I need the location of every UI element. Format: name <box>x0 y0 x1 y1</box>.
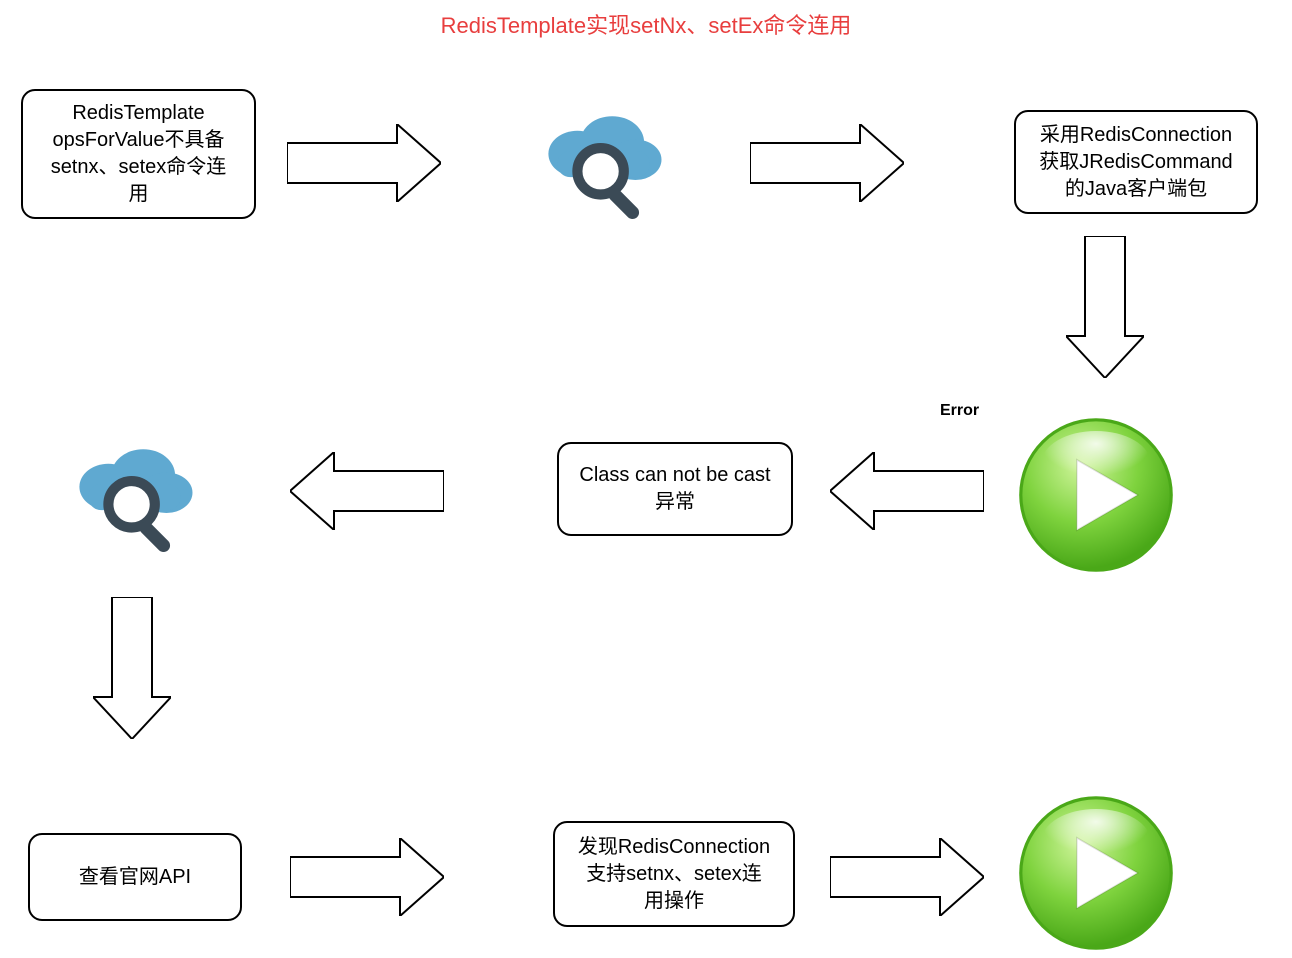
arrow-right <box>290 838 444 921</box>
cloud-search-icon <box>531 93 676 243</box>
arrow-down <box>93 597 171 744</box>
arrow-left <box>290 452 444 535</box>
node-text: 查看官网API <box>79 866 191 888</box>
node-class-cast-exception: Class can not be cast 异常 <box>557 442 793 536</box>
arrow-right <box>750 124 904 207</box>
arrow-right <box>830 838 984 921</box>
node-text: 异常 <box>655 491 695 513</box>
play-button-icon <box>1016 415 1176 580</box>
node-text: Class can not be cast <box>579 464 770 486</box>
play-button-icon <box>1016 793 1176 958</box>
diagram-title: RedisTemplate实现setNx、setEx命令连用 <box>441 8 852 40</box>
arrow-left <box>830 452 984 535</box>
node-redisconnection-supports: 发现RedisConnection 支持setnx、setex连 用操作 <box>553 821 795 927</box>
error-label: Error <box>940 402 979 420</box>
node-text: opsForValue不具备 <box>53 129 225 151</box>
node-text: 获取JRedisCommand <box>1039 151 1232 173</box>
node-text: 发现RedisConnection <box>578 836 770 858</box>
node-text: 采用RedisConnection <box>1040 124 1232 146</box>
node-text: RedisTemplate <box>72 102 204 124</box>
node-text: 用操作 <box>644 890 704 912</box>
node-redistemplate-opsforvalue: RedisTemplate opsForValue不具备 setnx、setex… <box>21 89 256 219</box>
node-check-api: 查看官网API <box>28 833 242 921</box>
node-text: setnx、setex命令连 <box>51 156 227 178</box>
node-text: 用 <box>128 183 148 205</box>
node-text: 的Java客户端包 <box>1065 178 1207 200</box>
node-redisconnection-jredis: 采用RedisConnection 获取JRedisCommand 的Java客… <box>1014 110 1258 214</box>
node-text: 支持setnx、setex连 <box>586 863 762 885</box>
cloud-search-icon <box>62 426 207 576</box>
arrow-right <box>287 124 441 207</box>
arrow-down <box>1066 236 1144 383</box>
